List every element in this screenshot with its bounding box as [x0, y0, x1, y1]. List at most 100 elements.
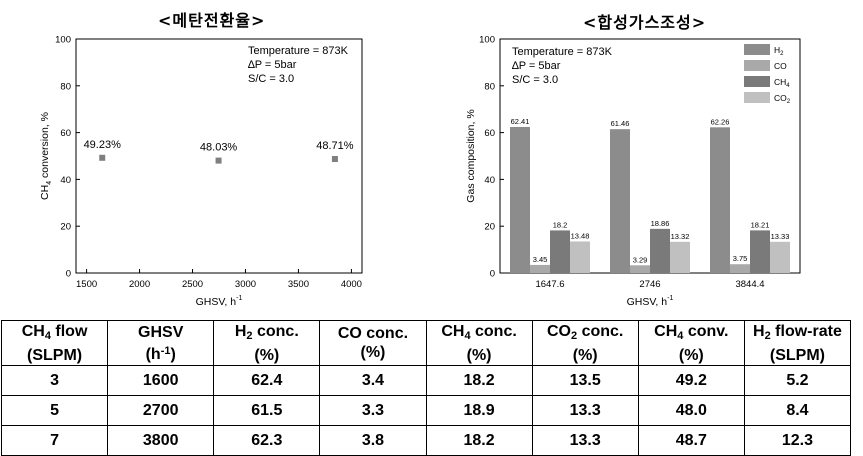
conversion-xtick-label-1: 2000 — [129, 279, 150, 290]
composition-bar-label-1-2: 18.86 — [651, 219, 670, 228]
table-cell-2-7: 12.3 — [743, 425, 852, 456]
table-cell-0-6: 49.2 — [637, 365, 745, 396]
composition-legend-label-0: H2 — [774, 45, 784, 57]
table-header-row: CH4 flow (SLPM) GHSV (h-1) H2 conc. (%) CO con… — [0, 320, 852, 366]
table-cell-2-0: 7 — [0, 425, 109, 456]
composition-bar-2-3 — [770, 241, 790, 273]
composition-chart-title: <합성가스조성> — [583, 13, 707, 32]
composition-bar-label-0-1: 3.45 — [533, 255, 548, 264]
table-header-cell-6: CH4 conv. (%) — [637, 320, 745, 366]
composition-legend-swatch-0 — [744, 44, 770, 55]
composition-legend-label-2: CH4 — [774, 77, 790, 89]
table-row: 5 2700 61.5 3.3 18.9 13.3 48.0 8.4 — [0, 395, 852, 426]
table-row: 3 1600 62.4 3.4 18.2 13.5 49.2 5.2 — [0, 365, 852, 396]
composition-annotation-2: S/C = 3.0 — [512, 74, 558, 86]
composition-legend-swatch-2 — [744, 76, 770, 87]
table-header-cell-4: CH4 conc. (%) — [425, 320, 533, 366]
table-cell-1-7: 8.4 — [743, 395, 852, 426]
composition-xtick-label-1: 2746 — [639, 279, 660, 290]
composition-bar-1-2 — [650, 228, 670, 273]
conversion-xtick-label-5: 4000 — [341, 279, 362, 290]
composition-bar-label-2-2: 18.21 — [751, 220, 770, 229]
conversion-point-label-0: 49.23% — [84, 139, 122, 151]
conversion-annotation-1: ∆P = 5bar — [248, 59, 297, 71]
composition-bar-2-1 — [730, 264, 750, 273]
composition-bar-label-2-3: 13.33 — [771, 232, 790, 241]
conversion-ytick-label-3: 60 — [60, 128, 71, 139]
summary-table: CH4 flow (SLPM) GHSV (h-1) H2 conc. (%) CO con… — [0, 320, 852, 456]
table-cell-2-4: 18.2 — [425, 425, 533, 456]
table-cell-0-7: 5.2 — [743, 365, 852, 396]
table-header-cell-5: CO2 conc. (%) — [531, 320, 639, 366]
charts-canvas: 0 20 40 60 80 100 1500 2000 2500 3000 3500 4000 49.2… — [39, 35, 801, 308]
composition-bar-label-1-3: 13.32 — [671, 232, 690, 241]
table-cell-1-5: 13.3 — [531, 395, 639, 426]
composition-x-axis-label: GHSV, h-1 — [627, 295, 674, 308]
table-row: 7 3800 62.3 3.8 18.2 13.3 48.7 12.3 — [0, 425, 852, 456]
composition-bar-1-0 — [610, 129, 630, 273]
composition-ytick-label-4: 80 — [484, 81, 495, 92]
conversion-ytick-label-5: 100 — [55, 35, 71, 46]
composition-legend-swatch-1 — [744, 60, 770, 71]
conversion-point-label-1: 48.03% — [200, 142, 238, 154]
composition-bar-label-1-1: 3.29 — [633, 255, 648, 264]
conversion-ytick-label-1: 20 — [60, 222, 71, 233]
table-cell-2-5: 13.3 — [531, 425, 639, 456]
table-cell-2-2: 62.3 — [213, 425, 321, 456]
composition-xtick-label-2: 3844.4 — [735, 279, 764, 290]
table-cell-1-2: 61.5 — [213, 395, 321, 426]
conversion-xtick-label-3: 3000 — [235, 279, 256, 290]
table-cell-2-3: 3.8 — [319, 425, 427, 456]
conversion-annotation-0: Temperature = 873K — [248, 45, 349, 57]
table-cell-2-1: 3800 — [107, 425, 215, 456]
conversion-x-axis-label: GHSV, h-1 — [196, 295, 243, 308]
table-cell-1-0: 5 — [0, 395, 109, 426]
composition-bar-label-0-0: 62.41 — [511, 117, 530, 126]
composition-ytick-label-1: 20 — [484, 222, 495, 233]
composition-bar-0-2 — [550, 230, 570, 273]
table-header-cell-1: GHSV (h-1) — [107, 320, 215, 366]
conversion-point-2 — [331, 156, 338, 163]
composition-bar-label-0-3: 13.48 — [571, 231, 590, 240]
table-cell-0-4: 18.2 — [425, 365, 533, 396]
table-cell-0-1: 1600 — [107, 365, 215, 396]
conversion-xtick-label-0: 1500 — [76, 279, 97, 290]
conversion-ytick-label-2: 40 — [60, 175, 71, 186]
table-cell-1-3: 3.3 — [319, 395, 427, 426]
table-cell-0-2: 62.4 — [213, 365, 321, 396]
composition-ytick-label-2: 40 — [484, 175, 495, 186]
composition-bar-1-3 — [670, 241, 690, 273]
composition-ytick-label-0: 0 — [490, 269, 495, 280]
composition-bar-label-1-0: 61.46 — [611, 119, 630, 128]
composition-legend-label-3: CO2 — [774, 93, 791, 105]
composition-bar-0-0 — [510, 126, 530, 273]
table-body: 3 1600 62.4 3.4 18.2 13.5 49.2 5.2 5 2700 61.5 3.3 1… — [0, 365, 852, 456]
table-cell-1-1: 2700 — [107, 395, 215, 426]
composition-xtick-label-0: 1647.6 — [535, 279, 564, 290]
composition-bar-2-0 — [710, 127, 730, 273]
table-header-cell-7: H2 flow-rate (SLPM) — [743, 320, 852, 366]
composition-bar-2-2 — [750, 230, 770, 273]
composition-bar-1-1 — [630, 265, 650, 273]
composition-legend-label-1: CO — [774, 61, 787, 71]
conversion-chart-title: <메탄전환율> — [158, 11, 266, 30]
composition-y-axis-label: Gas composition, % — [465, 109, 477, 202]
composition-bar-label-0-2: 18.2 — [553, 220, 568, 229]
conversion-xtick-label-4: 3500 — [288, 279, 309, 290]
composition-annotation-1: ∆P = 5bar — [512, 60, 561, 72]
conversion-point-1 — [215, 157, 222, 164]
table-cell-2-6: 48.7 — [637, 425, 745, 456]
composition-ytick-label-5: 100 — [479, 35, 495, 46]
conversion-point-label-2: 48.71% — [316, 140, 354, 152]
conversion-annotation-2: S/C = 3.0 — [248, 73, 294, 85]
composition-bar-0-1 — [530, 264, 550, 273]
composition-legend-swatch-3 — [744, 92, 770, 103]
table-header-cell-2: H2 conc. (%) — [213, 320, 321, 366]
composition-annotation-0: Temperature = 873K — [512, 46, 613, 58]
conversion-xtick-label-2: 2500 — [182, 279, 203, 290]
composition-bar-label-2-1: 3.75 — [733, 254, 748, 263]
table-header-cell-3: CO conc. (%) — [319, 320, 427, 366]
table-cell-0-3: 3.4 — [319, 365, 427, 396]
conversion-ytick-label-4: 80 — [60, 81, 71, 92]
conversion-y-axis-label: CH4 conversion, % — [39, 112, 53, 200]
